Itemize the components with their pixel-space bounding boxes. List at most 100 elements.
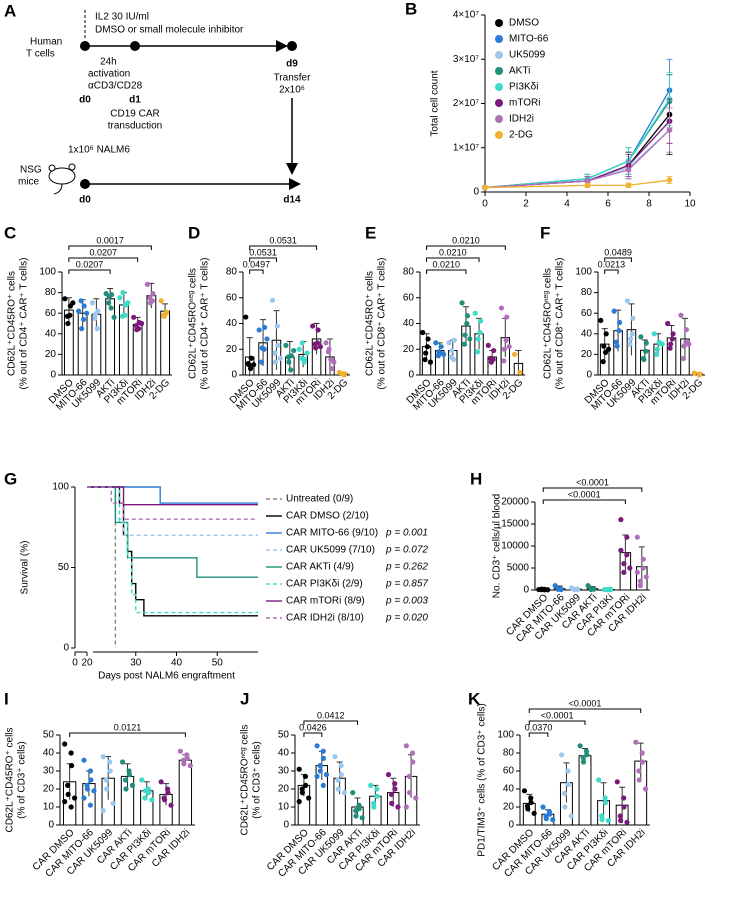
x-tick-label: 8 — [646, 199, 652, 210]
data-point — [139, 320, 145, 327]
data-point — [248, 355, 254, 361]
data-point — [285, 354, 291, 360]
comparison-bracket — [68, 257, 139, 262]
y-tick-label: 80 — [581, 287, 593, 298]
legend-label: CAR MITO-66 (9/10) — [286, 528, 378, 539]
data-point — [301, 359, 307, 365]
data-point — [475, 336, 481, 342]
data-point — [627, 565, 633, 571]
data-point — [681, 343, 687, 349]
y-tick-label: 4×10⁷ — [453, 10, 480, 21]
legend-marker — [495, 67, 503, 75]
y-axis-title: (% out of CD4⁺ CAR⁺ T cells) — [200, 258, 211, 390]
data-point — [165, 790, 171, 796]
label: d1 — [129, 95, 141, 106]
data-point — [277, 355, 283, 361]
data-point — [406, 790, 413, 796]
data-point — [313, 345, 319, 351]
comparison-bracket — [68, 269, 111, 274]
y-tick-label: 0 — [408, 370, 414, 381]
data-point — [625, 167, 632, 173]
data-point — [474, 349, 481, 355]
p-value: p = 0.072 — [385, 545, 428, 556]
y-axis-title: CD62L⁺CD45RO⁺ cells — [5, 727, 16, 832]
label: d0 — [79, 195, 91, 206]
data-point — [616, 319, 623, 326]
data-point — [108, 305, 114, 311]
data-point — [65, 320, 71, 327]
x-tick-label: 0 — [482, 199, 488, 210]
legend-label: CAR UK5099 (7/10) — [286, 545, 375, 556]
data-point — [78, 298, 84, 304]
data-point — [65, 791, 71, 798]
panel-letter: J — [240, 689, 249, 708]
data-point — [521, 788, 528, 794]
data-point — [94, 326, 100, 332]
data-point — [272, 359, 279, 365]
data-point — [621, 795, 627, 801]
p-value: <0.0001 — [541, 710, 574, 720]
p-value: 0.0497 — [243, 259, 271, 269]
data-point — [68, 804, 74, 810]
y-tick-label: 10 — [43, 802, 55, 813]
data-point — [161, 312, 167, 318]
data-point — [669, 336, 676, 342]
data-point — [643, 340, 649, 346]
y-axis-title: Total cell count — [430, 70, 441, 136]
y-axis-title: (% out of CD4⁺ CAR⁺ T cells) — [19, 258, 30, 390]
x-axis-title: Days post NALM6 engraftment — [98, 671, 235, 682]
data-point — [614, 779, 620, 785]
data-point — [571, 586, 578, 592]
y-tick-label: 0 — [283, 820, 289, 831]
data-point — [392, 781, 398, 787]
data-point — [621, 569, 627, 576]
y-tick-label: 40 — [45, 328, 57, 339]
x-tick-label: 10 — [684, 199, 696, 210]
data-point — [106, 300, 112, 306]
data-point — [498, 305, 505, 311]
p-value: <0.0001 — [576, 477, 609, 487]
data-point — [433, 340, 439, 346]
y-tick-label: 3×10⁷ — [453, 54, 480, 65]
p-value: 0.0412 — [317, 710, 345, 720]
data-point — [275, 342, 281, 348]
label: d14 — [283, 195, 301, 206]
data-point — [605, 346, 612, 352]
legend-label: UK5099 — [509, 50, 546, 61]
data-point — [638, 334, 644, 340]
legend-label: DMSO — [509, 18, 539, 29]
y-tick-label: 10000 — [501, 541, 529, 552]
data-point — [256, 327, 262, 333]
y-tick-label: 60 — [226, 292, 238, 303]
comparison-bracket — [249, 257, 277, 262]
data-point — [296, 799, 302, 805]
data-point — [259, 345, 265, 351]
data-point — [472, 310, 478, 316]
panel-letter: B — [405, 0, 417, 18]
x-tick-label: 20 — [81, 658, 93, 669]
data-point — [283, 342, 289, 348]
data-point — [449, 347, 455, 354]
y-axis-title: CD62L⁺CD45ROⁿᵉᵍ cells — [240, 725, 251, 836]
data-point — [161, 797, 168, 803]
data-point — [247, 365, 254, 372]
data-point — [491, 347, 497, 354]
legend-label: AKTi — [509, 66, 530, 77]
data-point — [603, 331, 609, 337]
data-point — [425, 336, 431, 342]
y-tick-label: 20 — [45, 349, 57, 360]
data-point — [84, 786, 91, 792]
y-tick-label: 20 — [278, 784, 290, 795]
data-point — [107, 759, 113, 765]
data-point — [618, 817, 624, 824]
comparison-bracket — [528, 708, 642, 713]
data-point — [187, 763, 193, 769]
label: T cells — [26, 49, 55, 60]
data-point — [123, 786, 129, 792]
comparison-bracket — [542, 499, 626, 504]
data-point — [403, 804, 409, 810]
data-point — [338, 763, 344, 769]
y-tick-label: 0 — [50, 370, 56, 381]
data-point — [410, 759, 416, 765]
data-point — [100, 808, 106, 814]
